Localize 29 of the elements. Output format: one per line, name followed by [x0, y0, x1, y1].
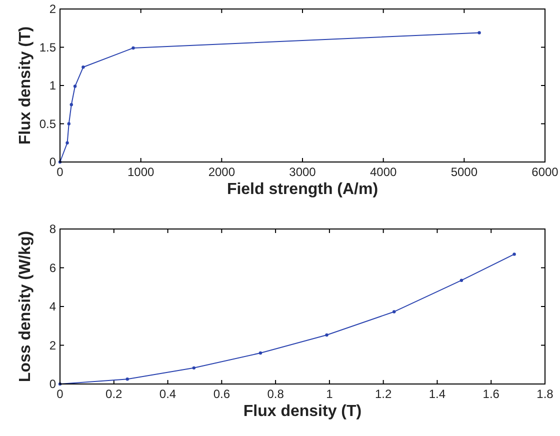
y-axis-title: Loss density (W/kg) — [17, 230, 34, 382]
y-tick-label: 4 — [49, 300, 56, 314]
x-axis-title: Field strength (A/m) — [226, 181, 378, 198]
x-axis-title: Flux density (T) — [243, 403, 362, 420]
y-tick-label: 1.5 — [39, 40, 56, 54]
x-tick-label: 1.6 — [482, 387, 500, 401]
y-tick-label: 6 — [49, 260, 56, 275]
y-axis-title: Flux density (T) — [17, 26, 34, 145]
x-tick-label: 1000 — [127, 165, 155, 179]
x-tick-label: 2000 — [208, 165, 236, 179]
x-tick-label: 1.4 — [428, 387, 446, 401]
x-tick-label: 1.2 — [374, 387, 392, 401]
y-tick-label: 0.5 — [39, 116, 56, 131]
x-tick-label: 4000 — [370, 165, 398, 179]
y-tick-label: 0 — [49, 377, 56, 391]
x-tick-label: 3000 — [289, 165, 316, 179]
x-tick-label: 1 — [326, 387, 334, 401]
x-tick-label: 1.8 — [536, 387, 554, 401]
x-tick-label: 6000 — [532, 165, 559, 179]
y-tick-label: 2 — [49, 2, 56, 16]
x-tick-label: 5000 — [450, 165, 478, 179]
y-tick-label: 2 — [49, 338, 56, 352]
x-tick-label: 0.8 — [267, 387, 284, 401]
x-tick-label: 0.2 — [106, 387, 123, 401]
y-tick-label: 8 — [49, 222, 56, 236]
y-tick-label: 1 — [49, 78, 56, 92]
x-tick-label: 0.4 — [159, 387, 176, 401]
y-tick-label: 0 — [49, 155, 56, 169]
x-tick-label: 0.6 — [213, 387, 230, 401]
